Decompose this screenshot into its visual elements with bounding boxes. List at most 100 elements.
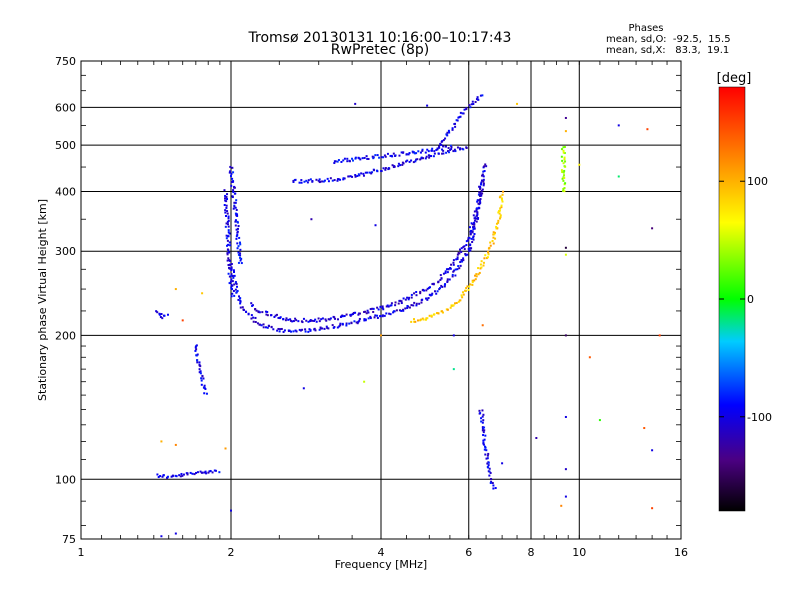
data-point [226, 239, 229, 242]
data-point [321, 180, 324, 183]
y-tick-label: 100 [55, 473, 76, 486]
data-point [257, 311, 260, 314]
data-point [315, 320, 318, 323]
data-point [405, 153, 408, 156]
data-point [258, 323, 261, 326]
data-point [410, 304, 413, 307]
data-point [233, 283, 236, 286]
data-point [428, 293, 431, 296]
data-point [418, 302, 421, 305]
data-point [223, 204, 226, 207]
data-point [468, 226, 471, 229]
data-point [374, 224, 377, 227]
data-point [424, 318, 427, 321]
data-point [433, 150, 436, 153]
data-point [289, 318, 292, 321]
data-point [459, 147, 462, 150]
data-point [288, 329, 291, 332]
x-axis-label: Frequency [MHz] [335, 558, 427, 571]
data-point [499, 195, 502, 198]
data-point [563, 152, 566, 155]
data-point [482, 419, 485, 422]
data-point [229, 165, 232, 168]
data-point [273, 315, 276, 318]
data-point [342, 177, 345, 180]
data-point [484, 434, 487, 437]
data-point [471, 283, 474, 286]
data-point [439, 142, 442, 145]
data-point [238, 297, 241, 300]
chart-subtitle: RwPretec (8p) [331, 42, 429, 58]
data-point [350, 322, 353, 325]
data-point [384, 155, 387, 158]
data-point [492, 233, 495, 236]
data-point [473, 210, 476, 213]
data-point [250, 314, 253, 317]
data-point [431, 292, 434, 295]
data-point [564, 334, 567, 337]
data-point [230, 295, 233, 298]
data-point [309, 178, 312, 181]
data-point [381, 305, 384, 308]
data-point [475, 207, 478, 210]
data-point [381, 315, 384, 318]
data-point [159, 316, 162, 319]
colorbar-ticks: 100 0 -100 [719, 175, 772, 424]
data-point [417, 150, 420, 153]
data-point [446, 150, 449, 153]
data-point [562, 162, 565, 165]
data-point [458, 267, 461, 270]
data-point [230, 274, 233, 277]
data-point [235, 282, 238, 285]
data-point [447, 147, 450, 150]
data-point [329, 317, 332, 320]
data-point [486, 457, 489, 460]
data-point [254, 316, 257, 319]
data-point [474, 100, 477, 103]
data-point [228, 275, 231, 278]
data-point [564, 495, 567, 498]
data-point [461, 291, 464, 294]
data-point [451, 128, 454, 131]
data-point [326, 177, 329, 180]
data-point [483, 257, 486, 260]
data-point [433, 313, 436, 316]
data-point [194, 345, 197, 348]
data-point [452, 150, 455, 153]
data-point [382, 308, 385, 311]
data-point [479, 263, 482, 266]
data-point [229, 280, 232, 283]
data-point [428, 314, 431, 317]
data-point [563, 176, 566, 179]
data-point [231, 274, 234, 277]
data-point [349, 314, 352, 317]
data-point [227, 225, 230, 228]
data-point [264, 326, 267, 329]
data-point [387, 305, 390, 308]
data-point [237, 253, 240, 256]
data-point [239, 302, 242, 305]
data-point [313, 319, 316, 322]
data-point [264, 310, 267, 313]
data-point [270, 325, 273, 328]
data-point [436, 290, 439, 293]
data-point [486, 462, 489, 465]
data-point [487, 251, 490, 254]
data-point [317, 179, 320, 182]
data-point [383, 154, 386, 157]
data-point [408, 296, 411, 299]
data-point [261, 311, 264, 314]
data-point [560, 504, 563, 507]
data-point [473, 217, 476, 220]
data-point [564, 130, 567, 133]
data-point [425, 289, 428, 292]
data-point [205, 472, 208, 475]
data-point [378, 156, 381, 159]
data-point [464, 254, 467, 257]
data-point [444, 137, 447, 140]
data-point [369, 308, 372, 311]
data-point [478, 199, 481, 202]
data-point [428, 286, 431, 289]
data-point [427, 297, 430, 300]
data-point [415, 302, 418, 305]
